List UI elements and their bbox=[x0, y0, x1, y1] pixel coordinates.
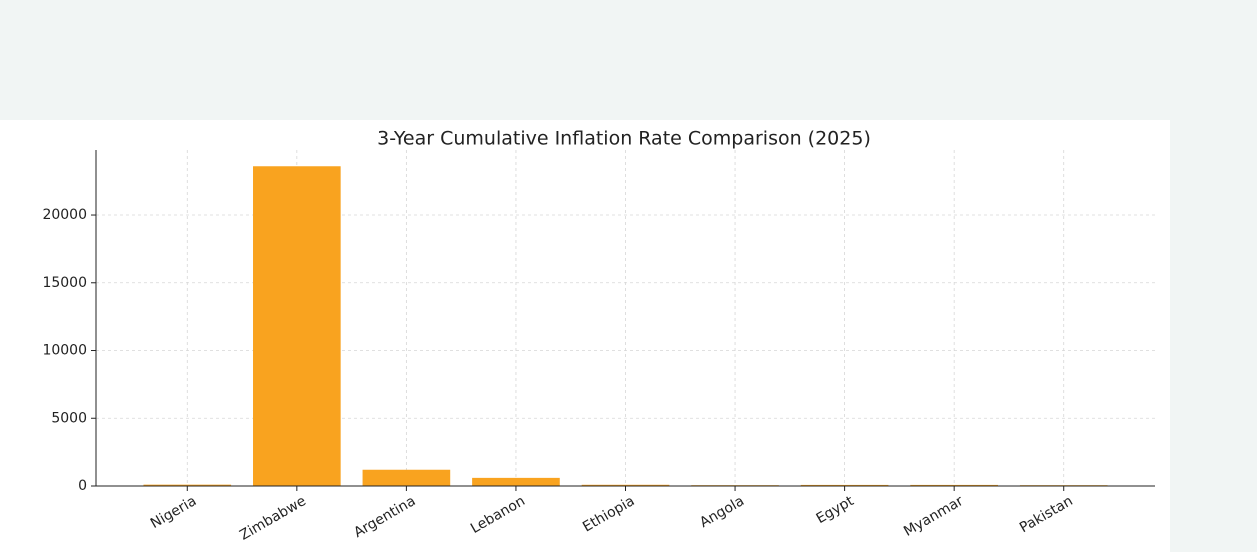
plot-background bbox=[0, 120, 1170, 552]
bar bbox=[581, 484, 670, 486]
bar bbox=[910, 484, 998, 486]
y-tick-label: 5000 bbox=[51, 410, 87, 426]
chart-title: 3-Year Cumulative Inflation Rate Compari… bbox=[377, 128, 871, 150]
bar bbox=[472, 477, 560, 486]
bar bbox=[143, 484, 232, 486]
bar bbox=[362, 469, 451, 486]
bar bbox=[800, 484, 889, 486]
y-tick-label: 0 bbox=[78, 478, 87, 494]
bar bbox=[253, 166, 341, 487]
y-tick-label: 10000 bbox=[42, 343, 87, 359]
y-tick-label: 20000 bbox=[42, 207, 87, 223]
y-tick-label: 15000 bbox=[42, 275, 87, 291]
